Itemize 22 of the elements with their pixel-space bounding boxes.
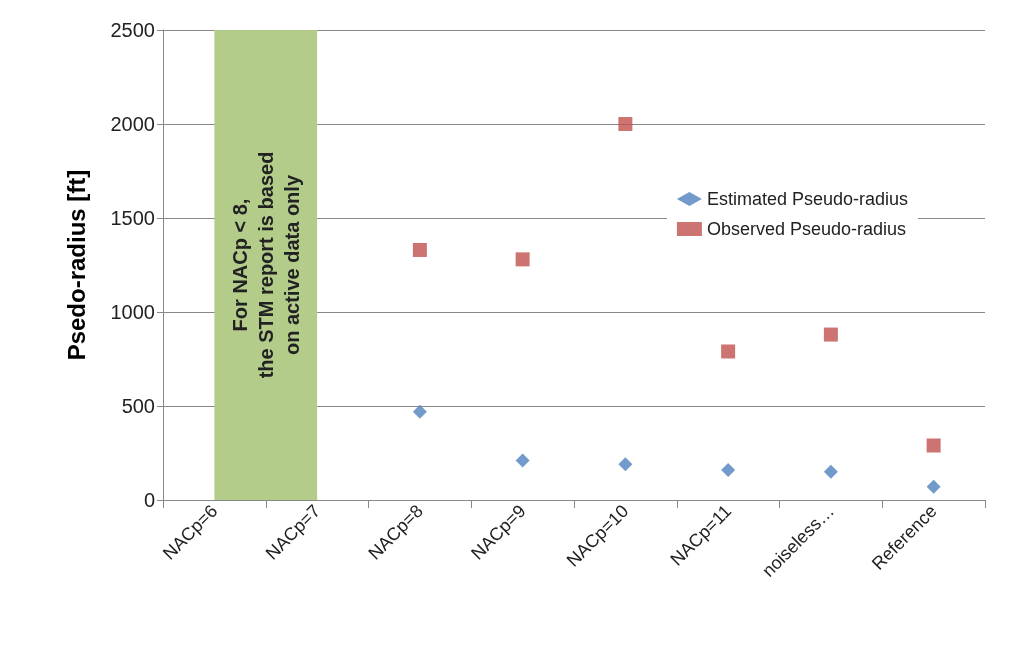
band-label: For NACp < 8, the STM report is based on active data only [228,151,303,379]
point [721,462,736,477]
y-axis-title: Psedo-radius [ft] [62,169,90,361]
point [721,344,736,359]
legend-label: Estimated Pseudo-radius [706,189,909,209]
legend-label: Observed Pseudo-radius [706,219,907,239]
y-tick-label: 1500 [110,207,155,229]
point [926,479,941,494]
point [412,242,427,257]
y-tick-label: 500 [121,395,155,417]
point [926,438,941,453]
point [515,453,530,468]
point [823,327,838,342]
y-tick-label: 2500 [110,19,155,41]
y-tick-label: 2000 [110,113,155,135]
point [618,457,633,472]
point [823,464,838,479]
point [618,117,633,131]
point [412,404,427,419]
point [515,252,530,267]
y-tick-label: 1000 [110,301,155,323]
y-tick-label: 0 [143,489,155,511]
